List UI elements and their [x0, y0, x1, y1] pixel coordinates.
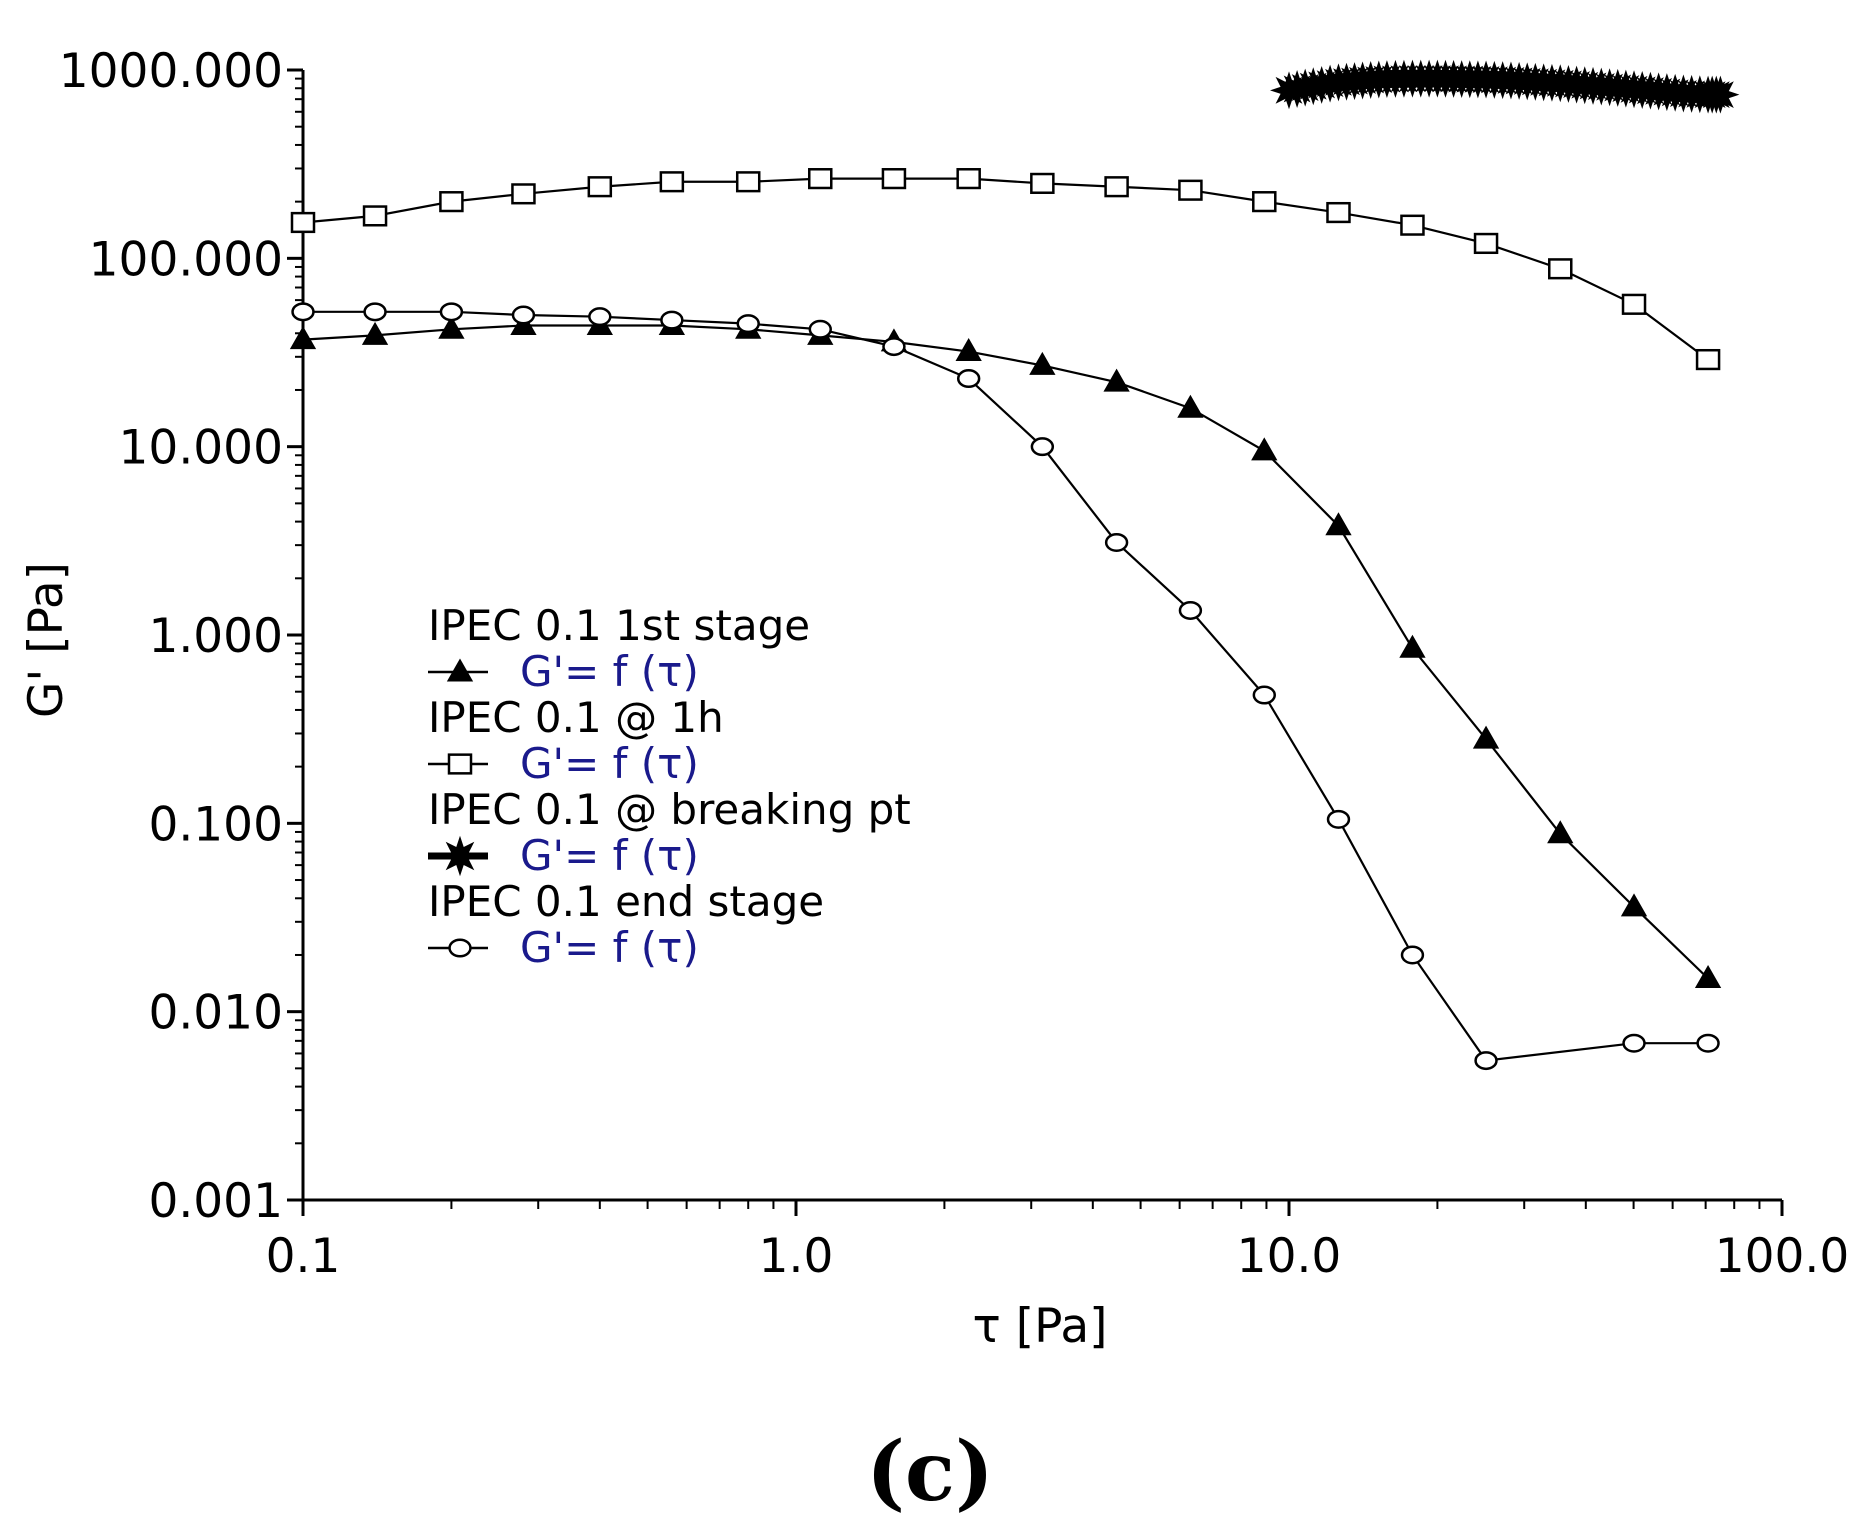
data-point [660, 310, 684, 330]
data-point [291, 302, 315, 322]
data-point [1547, 820, 1574, 844]
data-point [1325, 512, 1352, 536]
data-point [1252, 191, 1277, 213]
data-point [955, 338, 982, 362]
legend-series-name: IPEC 0.1 @ 1h [428, 693, 724, 742]
data-point [587, 176, 613, 198]
series-line [302, 177, 1709, 361]
data-point [1030, 437, 1055, 457]
data-point [361, 321, 389, 345]
data-point [1178, 600, 1203, 620]
data-point [588, 307, 612, 327]
x-tick-label: 0.1 [266, 1229, 341, 1284]
data-point [1548, 258, 1573, 280]
data-point [1620, 893, 1648, 917]
legend-formula: G'= f (τ) [520, 831, 699, 880]
series-filled-triangle [289, 311, 1722, 989]
data-point [1400, 214, 1425, 236]
data-point [362, 205, 388, 227]
data-point [438, 315, 465, 339]
series-open-square [290, 168, 1721, 371]
data-point [659, 171, 685, 193]
x-tick-label: 1.0 [759, 1229, 834, 1284]
data-point [447, 753, 473, 775]
data-point [1029, 351, 1056, 375]
data-point [1472, 725, 1500, 749]
data-point [439, 302, 464, 322]
data-point [290, 211, 316, 234]
data-point [446, 658, 474, 682]
y-tick-label: 10.000 [119, 421, 283, 476]
data-point [1326, 201, 1351, 224]
y-tick-label: 0.100 [148, 797, 283, 852]
x-tick-label: 10.0 [1237, 1229, 1342, 1284]
data-point [1474, 1051, 1498, 1071]
data-point [1178, 179, 1203, 201]
data-point [511, 305, 536, 325]
data-point [956, 369, 981, 389]
data-point [1030, 172, 1055, 194]
data-point [881, 168, 907, 190]
data-point [882, 337, 906, 357]
plot-area: 0.001 0.010 0.100 1.000 10.000 100.000 1000.00… [59, 44, 1850, 1284]
series-layer [289, 59, 1740, 1071]
data-point [808, 168, 833, 190]
data-point [1103, 368, 1130, 392]
data-point [511, 183, 536, 205]
y-tick-label: 0.001 [148, 1174, 283, 1229]
data-point [1252, 685, 1276, 705]
y-axis-ticks: 0.001 0.010 0.100 1.000 10.000 100.000 1000.00… [59, 44, 303, 1229]
legend-series-name: IPEC 0.1 @ breaking pt [428, 785, 911, 834]
legend-series-name: IPEC 0.1 1st stage [428, 601, 810, 650]
series-line [302, 324, 1709, 980]
data-point [1694, 964, 1722, 989]
data-point [1621, 293, 1647, 315]
y-tick-label: 0.010 [148, 986, 283, 1041]
x-tick-label: 100.0 [1715, 1229, 1850, 1284]
y-tick-label: 1.000 [148, 609, 283, 664]
data-point [1104, 532, 1129, 552]
legend-formula: G'= f (τ) [520, 647, 699, 696]
data-point [439, 191, 464, 213]
x-axis-ticks: 0.1 1.0 10.0 100.0 [266, 1200, 1850, 1284]
data-point [1177, 394, 1204, 418]
x-axis-label: τ [Pa] [973, 1299, 1108, 1354]
data-point [439, 835, 481, 877]
data-point [1701, 75, 1740, 114]
data-point [1622, 1033, 1646, 1053]
data-point [1400, 945, 1425, 965]
legend-formula: G'= f (τ) [520, 739, 699, 788]
data-point [956, 168, 981, 190]
data-point [1399, 634, 1426, 658]
panel-label: (c) [866, 1424, 994, 1520]
data-point [1695, 348, 1721, 371]
series-open-diamond [291, 302, 1720, 1071]
data-point [735, 171, 761, 193]
y-tick-label: 1000.000 [59, 44, 283, 99]
series-filled-star [1270, 59, 1740, 114]
data-point [448, 938, 472, 958]
data-point [289, 326, 317, 350]
data-point [1251, 437, 1278, 461]
y-tick-label: 100.000 [89, 232, 283, 287]
data-point [363, 302, 387, 322]
data-point [1326, 809, 1351, 829]
data-point [808, 319, 832, 339]
data-point [1104, 176, 1129, 198]
y-axis-label: G' [Pa] [19, 562, 74, 718]
data-point [1473, 232, 1499, 255]
data-point [736, 314, 760, 334]
data-point [1696, 1033, 1720, 1053]
legend-series-name: IPEC 0.1 end stage [428, 877, 824, 926]
legend-formula: G'= f (τ) [520, 923, 699, 972]
